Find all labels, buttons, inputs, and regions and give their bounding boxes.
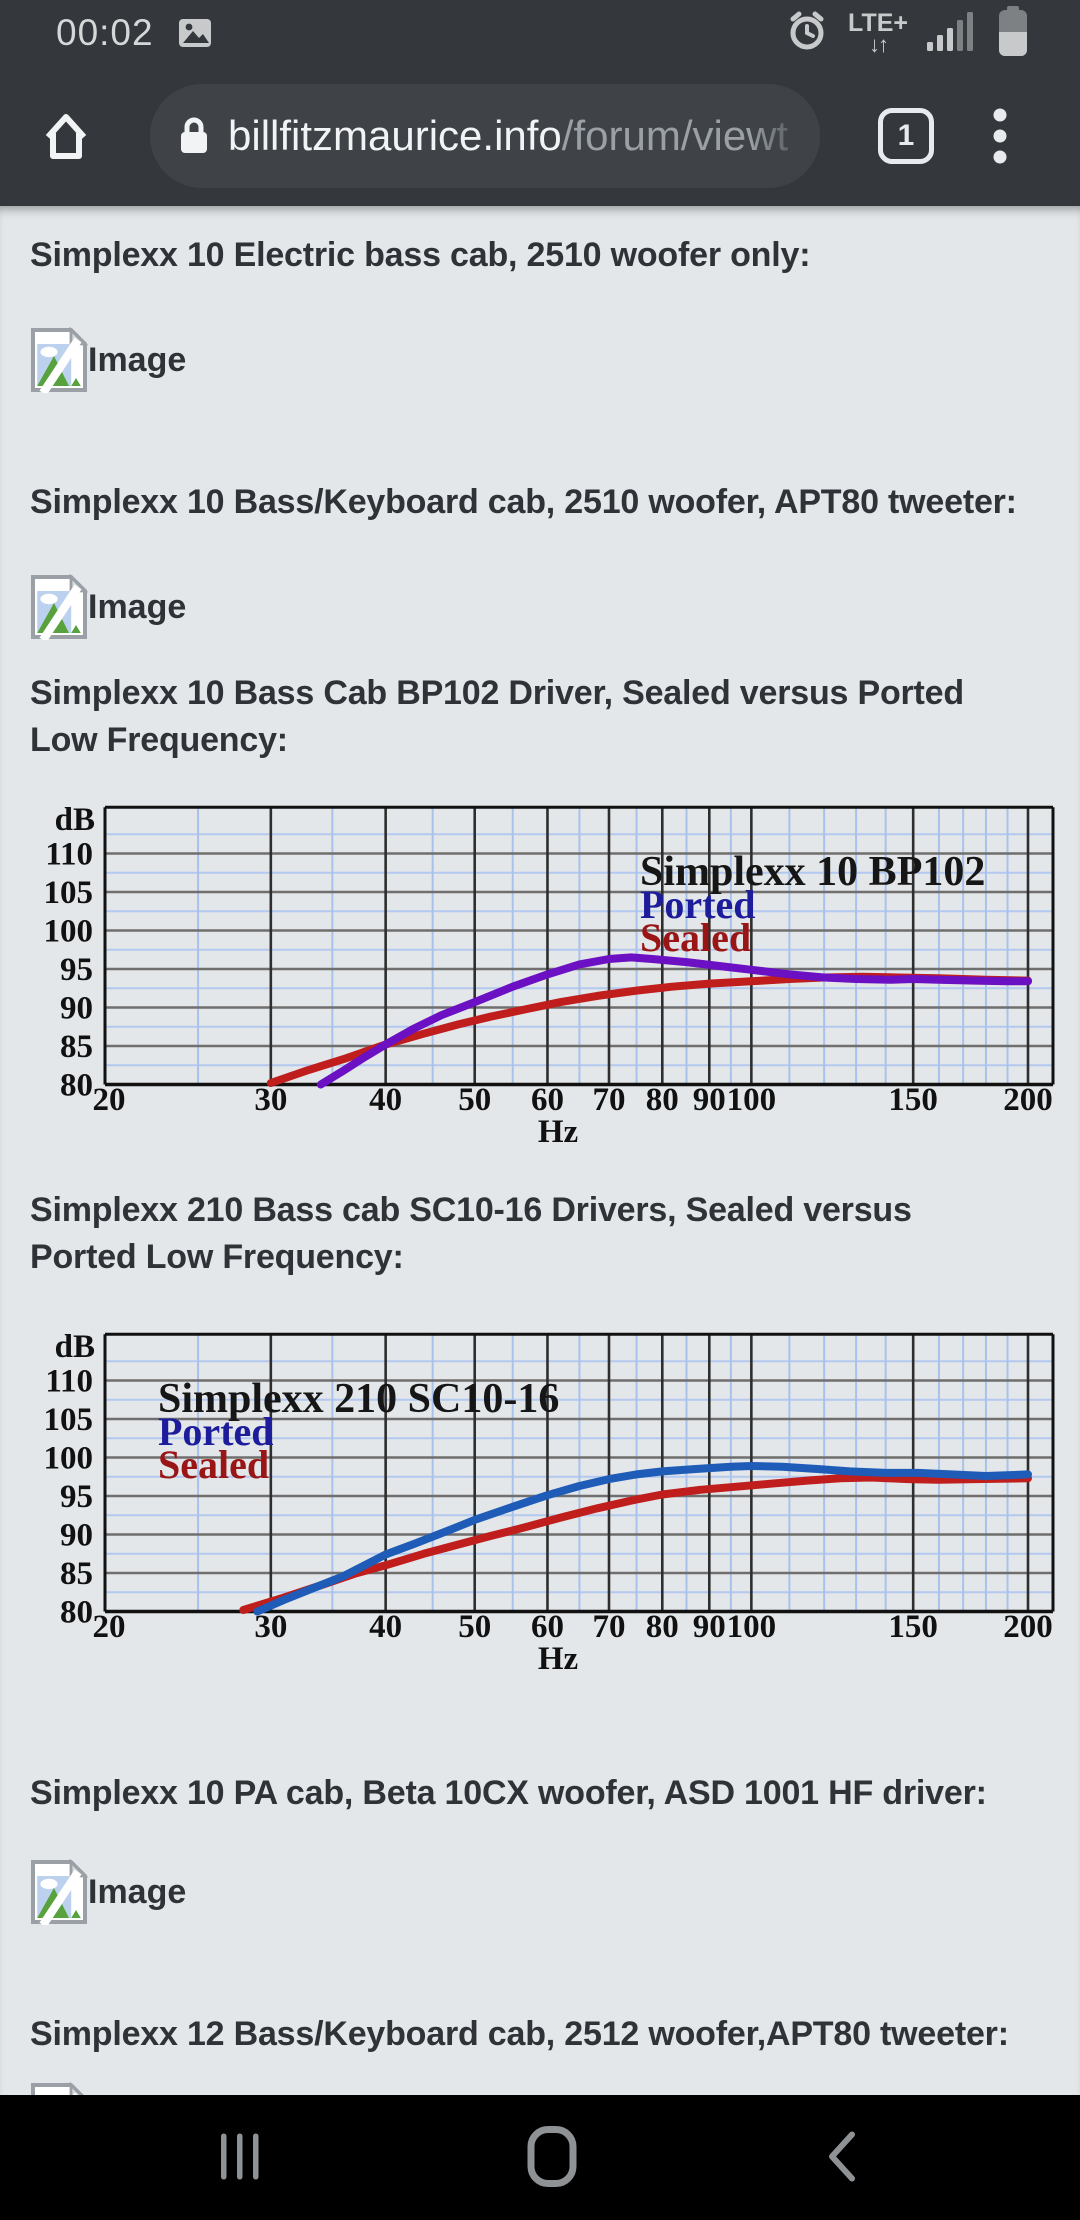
svg-text:30: 30 (254, 1609, 287, 1645)
svg-text:100: 100 (727, 1082, 777, 1118)
back-icon (829, 2131, 855, 2181)
svg-text:70: 70 (592, 1082, 625, 1118)
data-activity-arrows: ↓↑ (869, 31, 889, 57)
svg-text:80: 80 (646, 1082, 679, 1118)
svg-text:dB: dB (55, 1329, 95, 1365)
battery-icon (996, 5, 1030, 62)
svg-text:Simplexx 210 SC10-16: Simplexx 210 SC10-16 (158, 1376, 559, 1422)
svg-text:200: 200 (1003, 1609, 1053, 1645)
overflow-menu-button[interactable] (978, 106, 1022, 166)
svg-text:40: 40 (369, 1082, 402, 1118)
post-content: Simplexx 10 Electric bass cab, 2510 woof… (0, 206, 1080, 2220)
status-bar: 00:02 LTE+ (0, 0, 1080, 66)
svg-text:dB: dB (55, 802, 95, 838)
svg-text:30: 30 (254, 1082, 287, 1118)
navigation-bar (0, 2095, 1080, 2220)
svg-text:50: 50 (458, 1082, 491, 1118)
svg-text:80: 80 (646, 1609, 679, 1645)
post-heading: Simplexx 10 Bass/Keyboard cab, 2510 woof… (30, 483, 1017, 521)
tab-switcher-button[interactable]: 1 (878, 108, 934, 164)
svg-text:200: 200 (1003, 1082, 1053, 1118)
svg-text:20: 20 (93, 1082, 126, 1118)
svg-text:90: 90 (60, 1518, 93, 1554)
status-clock: 00:02 (56, 12, 154, 53)
svg-text:Ported: Ported (158, 1409, 274, 1454)
svg-text:Sealed: Sealed (640, 915, 751, 960)
post-heading: Simplexx 10 PA cab, Beta 10CX woofer, AS… (30, 1774, 987, 1812)
svg-text:100: 100 (727, 1609, 777, 1645)
broken-image-placeholder: Image (30, 1859, 1050, 1925)
svg-text:Ported: Ported (640, 882, 756, 927)
browser-toolbar: billfitzmaurice.info/forum/viewt 1 (0, 66, 1080, 206)
svg-text:105: 105 (44, 1402, 94, 1438)
svg-text:20: 20 (93, 1609, 126, 1645)
url-text: billfitzmaurice.info/forum/viewt (228, 112, 789, 159)
broken-image-icon (31, 327, 88, 393)
svg-text:110: 110 (45, 1364, 93, 1400)
svg-text:70: 70 (592, 1609, 625, 1645)
frequency-response-chart-2: 80 85 90 95 100 105 110 dB 20 30 40 50 60 70 80 90 100 15… (0, 1321, 1080, 1678)
post-heading: Simplexx 10 Bass Cab BP102 Driver, Seale… (30, 674, 964, 759)
svg-text:60: 60 (531, 1609, 564, 1645)
post-heading: Simplexx 12 Bass/Keyboard cab, 2512 woof… (30, 2015, 1009, 2053)
svg-text:90: 90 (60, 991, 93, 1027)
svg-text:105: 105 (44, 875, 94, 911)
svg-text:Sealed: Sealed (158, 1442, 269, 1487)
post-heading: Simplexx 10 Electric bass cab, 2510 woof… (30, 236, 811, 274)
svg-text:95: 95 (60, 952, 93, 988)
home-icon (45, 114, 87, 159)
back-button[interactable] (814, 2122, 870, 2193)
signal-strength-icon (926, 8, 978, 59)
screenshot-notification-icon (176, 14, 214, 52)
image-alt-text: Image (88, 1872, 187, 1911)
svg-text:80: 80 (60, 1068, 93, 1104)
svg-text:Simplexx 10 BP102: Simplexx 10 BP102 (640, 849, 985, 895)
url-bar[interactable]: billfitzmaurice.info/forum/viewt (150, 84, 820, 188)
alarm-icon (784, 8, 830, 59)
network-type-indicator: LTE+ ↓↑ (848, 8, 908, 57)
home-button[interactable] (40, 110, 92, 162)
tab-count: 1 (897, 119, 915, 152)
lock-icon (178, 116, 210, 156)
home-nav-button[interactable] (520, 2119, 584, 2196)
svg-text:40: 40 (369, 1609, 402, 1645)
svg-text:50: 50 (458, 1609, 491, 1645)
three-dot-menu-icon (993, 108, 1007, 164)
svg-text:Hz: Hz (538, 1114, 578, 1146)
svg-text:90: 90 (693, 1609, 726, 1645)
svg-text:85: 85 (60, 1556, 93, 1592)
svg-text:90: 90 (693, 1082, 726, 1118)
image-alt-text: Image (88, 340, 187, 379)
recents-button[interactable] (204, 2125, 276, 2190)
recents-icon (221, 2133, 259, 2179)
svg-text:100: 100 (44, 914, 94, 950)
home-nav-icon (527, 2125, 577, 2187)
post-heading: Simplexx 210 Bass cab SC10-16 Drivers, S… (30, 1191, 912, 1276)
image-alt-text: Image (88, 587, 187, 626)
broken-image-placeholder: Image (30, 327, 1050, 393)
frequency-response-chart-1: 80 85 90 95 100 105 110 dB 20 30 40 50 60 70 80 90 100 15… (0, 794, 1080, 1151)
svg-text:100: 100 (44, 1441, 94, 1477)
browser-header: 00:02 LTE+ (0, 0, 1080, 206)
broken-image-icon (31, 1859, 88, 1925)
svg-text:150: 150 (888, 1609, 938, 1645)
svg-text:60: 60 (531, 1082, 564, 1118)
broken-image-placeholder: Image (30, 574, 1050, 640)
svg-text:85: 85 (60, 1029, 93, 1065)
svg-text:150: 150 (888, 1082, 938, 1118)
svg-text:80: 80 (60, 1595, 93, 1631)
svg-text:110: 110 (45, 837, 93, 873)
svg-text:95: 95 (60, 1479, 93, 1515)
svg-text:Hz: Hz (538, 1641, 578, 1673)
broken-image-icon (31, 574, 88, 640)
